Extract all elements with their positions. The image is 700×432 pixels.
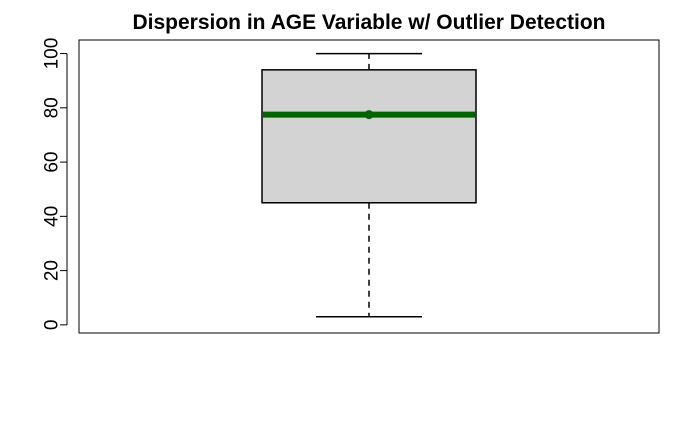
- box-plot: [261, 52, 477, 318]
- y-tick-label: 20: [42, 260, 63, 281]
- plot-frame: [78, 39, 660, 334]
- y-axis: 0 20 40 60 80 100: [42, 38, 68, 330]
- y-tick-label: 80: [42, 97, 63, 118]
- chart-title: Dispersion in AGE Variable w/ Outlier De…: [132, 11, 605, 34]
- mean-point: [364, 110, 374, 120]
- y-tick-label: 60: [42, 152, 63, 173]
- iqr-box: [261, 69, 477, 204]
- y-tick-label: 100: [42, 38, 63, 70]
- y-tick-label: 0: [42, 320, 63, 331]
- y-tick-label: 40: [42, 206, 63, 227]
